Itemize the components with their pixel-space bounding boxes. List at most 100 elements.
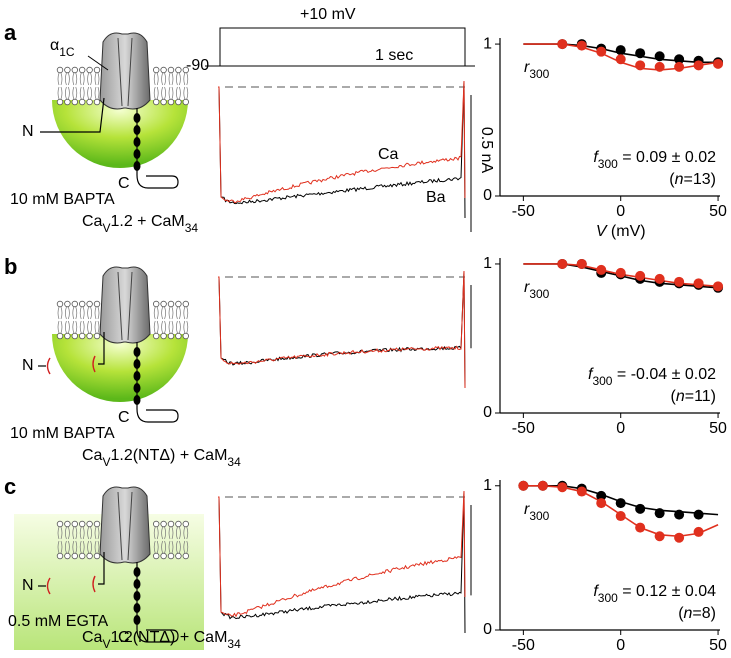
lipid-head	[79, 553, 85, 559]
lipid-tail	[95, 307, 99, 319]
f300-label: f300 = 0.12 ± 0.04	[593, 583, 716, 605]
data-point	[635, 271, 645, 281]
data-point	[674, 277, 684, 287]
lipid-head	[87, 67, 93, 73]
y-tick-label: 1	[483, 255, 492, 272]
data-point	[635, 504, 645, 514]
data-point	[557, 39, 567, 49]
n-label-part: n	[684, 605, 693, 622]
buffer-label: 10 mM BAPTA	[10, 191, 115, 208]
lipid-tail	[169, 73, 173, 85]
lipid-tail	[73, 321, 77, 333]
construct-label-part: Ca	[82, 447, 103, 464]
n-label: (n=11)	[670, 388, 716, 405]
buffer-label: 0.5 mM EGTA	[8, 613, 108, 630]
lipid-head	[153, 99, 159, 105]
lipid-head	[57, 301, 63, 307]
x-tick-label: -50	[512, 203, 535, 220]
lipid-tail	[95, 73, 99, 85]
iq-bead	[134, 359, 141, 369]
lipid-head	[168, 553, 174, 559]
current-trace	[218, 81, 465, 203]
lipid-tail	[169, 87, 173, 99]
lipid-head	[183, 99, 189, 105]
lipid-tail	[58, 321, 62, 333]
lipid-head	[79, 67, 85, 73]
x-axis-label: V (mV)	[596, 223, 646, 240]
lipid-head	[94, 553, 100, 559]
data-point	[655, 62, 665, 72]
lipid-tail	[176, 87, 180, 99]
lipid-tail	[80, 321, 84, 333]
lipid-head	[168, 521, 174, 527]
lipid-tail	[184, 73, 188, 85]
lipid-head	[161, 333, 167, 339]
protocol-hold: -90	[186, 57, 209, 74]
voltage-protocol	[205, 28, 475, 66]
data-point	[557, 482, 567, 492]
lipid-tail	[65, 321, 69, 333]
lipid-head	[161, 521, 167, 527]
lipid-tail	[80, 87, 84, 99]
y-tick-label: 0	[483, 404, 492, 421]
lipid-head	[161, 301, 167, 307]
f300-label-part: 300	[598, 157, 618, 171]
x-tick-label: 50	[709, 203, 727, 220]
protocol-time: 1 sec	[375, 47, 413, 64]
lipid-head	[72, 553, 78, 559]
lipid-tail	[88, 321, 92, 333]
lipid-tail	[176, 307, 180, 319]
lipid-head	[57, 99, 63, 105]
data-point	[635, 523, 645, 533]
n-label: (n=13)	[669, 171, 716, 188]
lipid-tail	[80, 73, 84, 85]
current-trace	[218, 491, 465, 616]
lipid-tail	[73, 307, 77, 319]
channel-cartoon: cNC0.5 mM EGTA	[4, 474, 204, 650]
x-tick-label: 50	[709, 420, 727, 437]
lipid-tail	[65, 307, 69, 319]
fit-curve	[523, 486, 718, 536]
lipid-tail	[65, 73, 69, 85]
data-point	[538, 481, 548, 491]
lipid-head	[176, 333, 182, 339]
lipid-tail	[73, 87, 77, 99]
n-label-part: n	[675, 171, 684, 188]
lipid-head	[183, 553, 189, 559]
construct-label-part: V	[102, 637, 110, 651]
lipid-tail	[88, 87, 92, 99]
construct-label-part: 1.2 + CaM	[110, 213, 184, 230]
iq-bead	[134, 125, 141, 135]
lipid-head	[94, 521, 100, 527]
construct-label-part: 34	[185, 221, 199, 235]
lipid-head	[79, 333, 85, 339]
iq-bead	[134, 383, 141, 393]
iq-bead	[134, 579, 141, 589]
data-point	[694, 527, 704, 537]
y-tick-label: 0	[483, 621, 492, 638]
lipid-head	[65, 553, 71, 559]
lipid-tail	[169, 307, 173, 319]
construct-label-part: 34	[227, 455, 241, 469]
lipid-head	[153, 67, 159, 73]
data-point	[655, 508, 665, 518]
lipid-head	[57, 333, 63, 339]
f300-label: f300 = 0.09 ± 0.02	[593, 149, 716, 171]
construct-label-part: 1.2(NTΔ) + CaM	[110, 629, 227, 646]
lipid-head	[176, 553, 182, 559]
iq-bead	[134, 347, 141, 357]
lipid-head	[153, 521, 159, 527]
lipid-head	[72, 67, 78, 73]
lipid-tail	[162, 73, 166, 85]
y-tick-label: 0	[483, 187, 492, 204]
lipid-tail	[154, 73, 158, 85]
x-tick-label: 0	[616, 637, 625, 654]
lipid-head	[183, 301, 189, 307]
x-tick-label: -50	[512, 420, 535, 437]
lipid-tail	[162, 307, 166, 319]
lipid-head	[57, 521, 63, 527]
lipid-head	[161, 67, 167, 73]
lipid-head	[87, 99, 93, 105]
x-tick-label: -50	[512, 637, 535, 654]
channel-body	[100, 487, 150, 563]
